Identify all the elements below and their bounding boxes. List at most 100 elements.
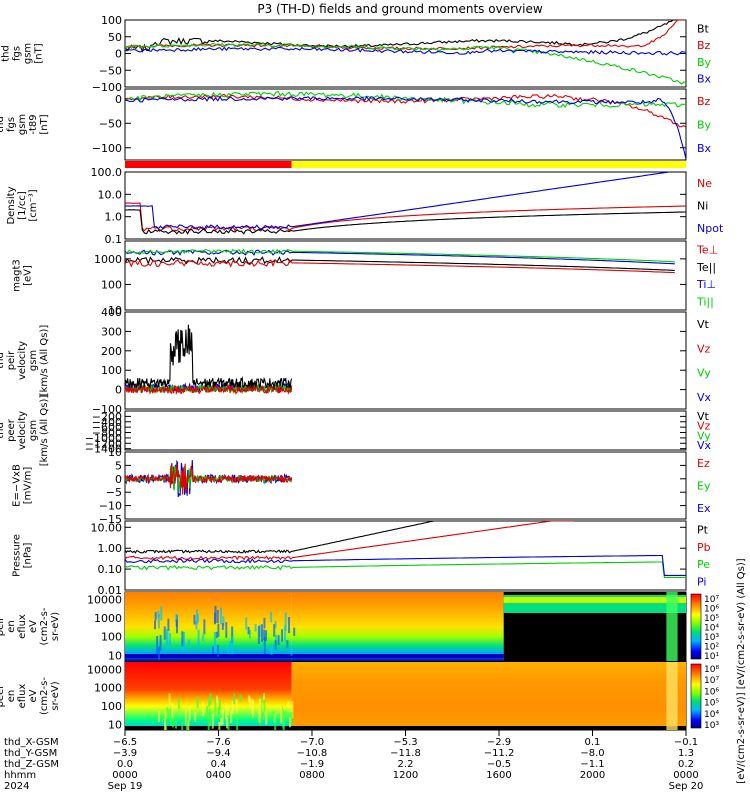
spectrogram-fill (291, 662, 686, 730)
legend-entry: Ez (697, 457, 710, 470)
ytick-label: −200 (92, 410, 122, 423)
spectrogram-texel (163, 626, 166, 640)
spectrogram-texel (154, 612, 157, 621)
spectrogram-texel (188, 706, 191, 721)
ytick-label: 0 (115, 384, 122, 397)
ylabel-line: (cm2-s- (39, 607, 50, 645)
spectrogram-texel (154, 620, 157, 630)
spectrogram-texel (202, 701, 205, 717)
ylabel-line: eflux (17, 684, 28, 709)
panel-frame (124, 171, 687, 240)
xaxis-row-label: thd_Y-GSM (4, 748, 57, 759)
legend-entry: Bz (697, 95, 711, 108)
xtick-label-Z: 0.2 (678, 759, 694, 770)
ytick-label: 10 (108, 304, 122, 317)
colorbar (690, 593, 702, 660)
colorbar-tick: 10⁴ (704, 710, 719, 720)
ytick-label: −1000 (85, 432, 122, 445)
colorbar-tick: 10⁴ (704, 624, 719, 634)
spectrogram-texel (218, 706, 221, 715)
xaxis-row-label: thd_X-GSM (4, 737, 59, 748)
xtick-label-X: −7.0 (300, 737, 324, 748)
spectrogram-texel (284, 612, 287, 632)
legend-entry: Te|| (696, 261, 716, 274)
spectrogram-texel (208, 708, 211, 727)
xtick-label-Z: 0.0 (117, 759, 133, 770)
spectrogram-texel (290, 711, 293, 725)
spectrogram-texel (168, 633, 171, 645)
xtick-label-hhmm: 0000 (112, 770, 137, 781)
spectrogram-texel (239, 694, 242, 702)
trace-Pe (125, 561, 686, 578)
panel-traces (125, 592, 686, 661)
ylabel-line: thd (0, 352, 6, 369)
trace-Pb (125, 521, 574, 561)
spectrogram-texel (259, 719, 262, 726)
spectrogram-texel (270, 611, 273, 623)
spectrogram-texel (218, 722, 221, 730)
spectrogram-texel (285, 711, 288, 721)
spectrogram-texel (263, 699, 266, 712)
panel-frame (124, 520, 687, 591)
ylabel-line: en (6, 690, 17, 703)
spectrogram-texel (169, 718, 172, 726)
spectrogram-texel (231, 701, 234, 714)
ytick-label: 0 (115, 473, 122, 486)
ytick-label: −600 (92, 421, 122, 434)
spectrogram-texel (220, 607, 223, 625)
spectrogram-texel (215, 631, 218, 639)
spectrogram-texel (280, 706, 283, 724)
colorbar-tick: 10¹ (704, 652, 719, 662)
xtick-label-X: −5.3 (393, 737, 417, 748)
xtick-label-hhmm: 1200 (393, 770, 418, 781)
spectrogram-texel (281, 629, 284, 642)
ytick-label: 1000 (94, 253, 122, 266)
panel-frame (124, 88, 687, 161)
ytick-label: 0.10 (98, 563, 123, 576)
ylabel-line: gsm (23, 43, 34, 64)
spectrogram-texel (245, 617, 248, 630)
spectrogram-texel (203, 619, 206, 635)
spectrogram-texel (274, 635, 277, 642)
ytick-label: 300 (101, 325, 122, 338)
spectrogram-texel (171, 718, 174, 728)
spectrogram-texel (195, 620, 198, 630)
spectrogram-texel (177, 698, 180, 709)
panel-temperature: magt3[eV] 1000 100 10 Te⊥ Te|| Ti⊥ Ti|| (12, 240, 718, 317)
spectrogram-texel (235, 699, 238, 713)
spectrogram-texel (249, 697, 252, 709)
legend-entry: Pe (697, 558, 710, 571)
spectrogram-texel (175, 613, 178, 622)
spectrogram-texel (236, 715, 239, 730)
spectrogram-texel (213, 644, 216, 652)
ytick-label: 10.0 (98, 188, 123, 201)
trace-Bx (125, 95, 686, 160)
panel-ylabel: thdpeirenefluxeV(cm2-s-sr-eV) (0, 607, 61, 645)
spectrogram-texel (164, 710, 167, 720)
legend-entry: Vt (697, 410, 710, 423)
panel-peer-velocity: thdpeervelocitygsm[km/s (All Qs)] −200−40… (0, 395, 712, 467)
figure-title: P3 (TH-D) fields and ground moments over… (257, 2, 542, 16)
panel-fgs-gsm: thdfgsgsm[nT] 100 50 0 −50 −100 Bt Bz By Bx (1, 14, 712, 94)
ylabel-line: (cm2-s- (39, 677, 50, 715)
spectrogram-texel (164, 718, 167, 730)
ylabel-line: gsm (17, 114, 28, 135)
spectrogram-texel (171, 702, 174, 718)
ylabel-line: thd (0, 116, 6, 133)
colorbar-tick: 10³ (704, 633, 719, 643)
spectrogram-texel (183, 631, 186, 651)
spectrogram-texel (265, 710, 268, 725)
colorbar-tick: 10⁸ (704, 665, 719, 675)
panel-ylabel: thdfgsgsm[nT] (1, 43, 45, 64)
ytick-label: −100 (92, 403, 122, 416)
legend-entry: Bz (697, 39, 711, 52)
trace-Te-perp (125, 259, 675, 274)
legend-entry: Ex (697, 502, 711, 515)
panel-traces (125, 324, 293, 396)
ytick-label: 1.0 (105, 211, 123, 224)
ylabel-line: eV (28, 620, 39, 633)
spectrogram-texel (220, 718, 223, 726)
colorbar-label: [eV/(cm2-s-sr-eV)] [eV/(cm2-s-sr-eV) (Al… (736, 558, 747, 783)
ytick-label: −400 (92, 416, 122, 429)
